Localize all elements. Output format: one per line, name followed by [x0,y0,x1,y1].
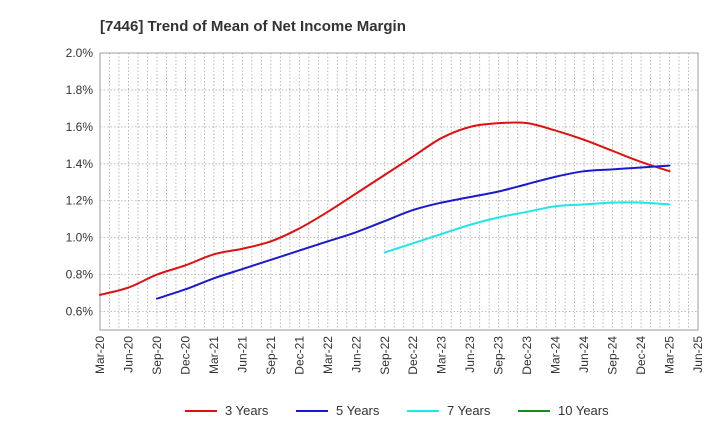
x-tick-label: Jun-22 [349,336,363,373]
x-tick-label: Mar-21 [207,336,221,374]
x-tick-label: Dec-23 [520,336,534,375]
y-axis: 0.6% 0.8% 1.0% 1.2% 1.4% 1.6% 1.8% 2.0% [66,46,94,319]
x-tick-label: Dec-20 [178,336,192,375]
x-tick-label: Mar-24 [549,336,563,374]
x-tick-label: Sep-20 [150,336,164,375]
y-tick-label: 2.0% [66,46,94,60]
series-line-3-years [99,121,671,296]
legend-label-3-years: 3 Years [225,403,269,418]
x-tick-label: Sep-24 [606,336,620,375]
y-tick-label: 1.6% [66,120,94,134]
x-tick-label: Mar-20 [93,336,107,374]
x-tick-label: Dec-21 [292,336,306,375]
x-axis: Mar-20 Jun-20 Sep-20 Dec-20 Mar-21 Jun-21 Sep-… [93,336,705,375]
grid-layer [100,52,698,330]
x-tick-label: Mar-25 [663,336,677,374]
x-tick-label: Dec-22 [406,336,420,375]
legend-label-5-years: 5 Years [336,403,380,418]
x-tick-label: Jun-20 [121,336,135,373]
legend: 3 Years 5 Years 7 Years 10 Years [185,403,609,418]
x-tick-label: Sep-21 [264,336,278,375]
legend-label-7-years: 7 Years [447,403,491,418]
chart-title: [7446] Trend of Mean of Net Income Margi… [100,18,406,35]
x-tick-label: Jun-23 [463,336,477,373]
x-tick-label: Mar-23 [435,336,449,374]
y-tick-label: 0.6% [66,305,94,319]
y-tick-label: 1.2% [66,194,94,208]
y-tick-label: 1.4% [66,157,94,171]
y-tick-label: 1.8% [66,83,94,97]
legend-label-10-years: 10 Years [558,403,609,418]
series-line-7-years [383,201,671,254]
x-tick-label: Sep-23 [492,336,506,375]
x-tick-label: Jun-21 [235,336,249,373]
x-tick-label: Dec-24 [634,336,648,375]
x-tick-label: Sep-22 [378,336,392,375]
y-tick-label: 1.0% [66,231,94,245]
x-tick-label: Jun-25 [691,336,705,373]
x-tick-label: Mar-22 [321,336,335,374]
y-tick-label: 0.8% [66,268,94,282]
x-tick-label: Jun-24 [577,336,591,373]
series-layer [99,121,671,300]
series-line-5-years [155,164,671,300]
